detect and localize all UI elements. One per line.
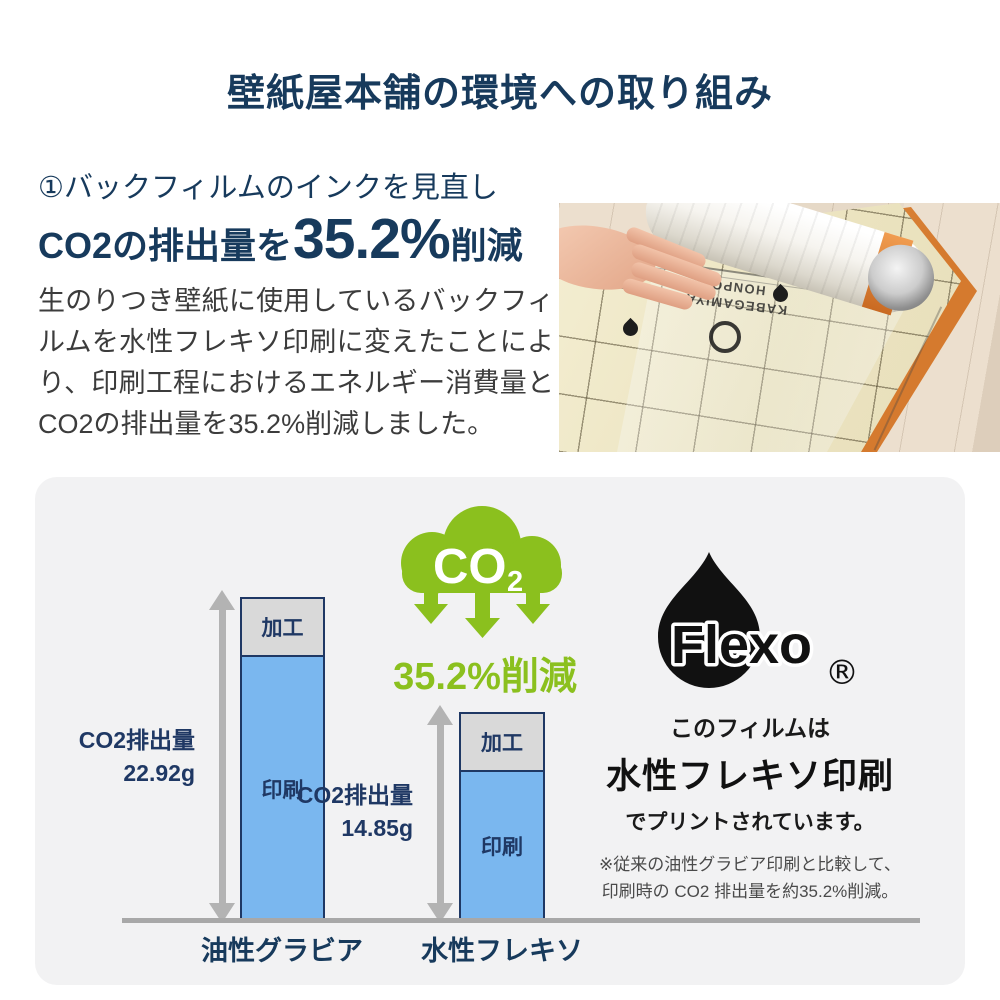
photo-film-peeling: KABEGAMIYA HONPO [559, 203, 1000, 452]
co2-reduction-statline: CO2の排出量を 35.2% 削減 [38, 206, 523, 272]
co2-amount-title: CO2排出量 [296, 782, 413, 808]
flexo-footnote: ※従来の油性グラビア印刷と比較して、 印刷時の CO2 排出量を約35.2%削減… [595, 851, 905, 905]
registered-trademark-symbol: ® [825, 653, 858, 690]
flexo-caption-line3: でプリントされています。 [625, 811, 875, 834]
stat-suffix: 削減 [450, 225, 523, 266]
comparison-panel: CO2排出量 22.92g 加工 印刷 CO2排出量 14.85g 加工 [35, 477, 965, 985]
flexo-drop-logo-icon: Flexo ® [657, 552, 859, 693]
baseline-axis [122, 918, 920, 923]
co2-amount-title: CO2排出量 [78, 727, 195, 753]
co2-amount-arrow-gravure [209, 590, 235, 923]
flexo-info-column: Flexo ® このフィルムは 水性フレキソ印刷 でプリントされています。 ※従… [595, 550, 905, 905]
footnote-line2: 印刷時の CO2 排出量を約35.2%削減。 [601, 882, 899, 901]
flexo-caption-line1: このフィルムは [669, 715, 831, 741]
co2-amount-label-gravure: CO2排出量 22.92g [53, 724, 195, 790]
co2-amount-value: 14.85g [341, 815, 413, 841]
segment-label: 加工 [261, 617, 304, 640]
bar-segment-printing: 印刷 [240, 655, 325, 922]
co2-reduction-badge: CO 2 35.2%削減 [380, 503, 590, 700]
arrow-shaft [218, 610, 226, 903]
footnote-line1: ※従来の油性グラビア印刷と比較して、 [599, 855, 901, 874]
category-label-flexo: 水性フレキソ [421, 936, 583, 966]
flexo-logo-text: Flexo [671, 615, 812, 675]
bar-segment-processing: 加工 [459, 712, 545, 772]
arrow-shaft [436, 725, 444, 903]
bar-segment-processing: 加工 [240, 597, 325, 657]
arrow-head-up-icon [209, 590, 235, 610]
co2-reduction-text: 35.2%削減 [393, 656, 577, 698]
cloud-co-text: CO [433, 540, 507, 594]
cloud-sub2-text: 2 [507, 566, 523, 598]
photo-hand [559, 203, 735, 335]
stat-prefix: CO2の排出量を [38, 225, 293, 266]
bar-oil-gravure: 加工 印刷 [240, 597, 325, 922]
co2-amount-arrow-flexo [427, 705, 453, 923]
segment-label: 加工 [481, 732, 523, 755]
section-heading: ①バックフィルムのインクを見直し [38, 172, 498, 204]
bar-segment-printing: 印刷 [459, 770, 545, 922]
arrow-head-up-icon [427, 705, 453, 725]
category-label-gravure: 油性グラビア [201, 936, 363, 966]
segment-label: 印刷 [481, 836, 523, 859]
film-round-stamp-icon [709, 321, 741, 353]
segment-label: 印刷 [261, 778, 304, 802]
section-body-text: 生のりつき壁紙に使用しているバックフィルムを水性フレキソ印刷に変えたことにより、… [38, 286, 554, 439]
co2-cloud-icon: CO 2 [401, 506, 562, 638]
co2-amount-value: 22.92g [123, 760, 195, 786]
page-title: 壁紙屋本舗の環境への取り組み [226, 73, 773, 115]
bar-water-flexo: 加工 印刷 [459, 712, 545, 922]
flexo-caption-line2: 水性フレキソ印刷 [605, 757, 894, 796]
co2-amount-label-flexo: CO2排出量 14.85g [271, 779, 413, 845]
stat-value: 35.2% [293, 207, 451, 271]
